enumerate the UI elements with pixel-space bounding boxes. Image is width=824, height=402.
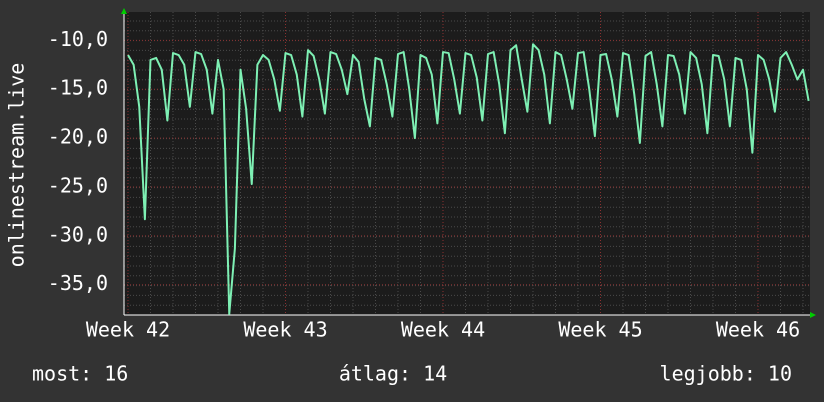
y-axis-label: onlinestream.live <box>5 63 29 268</box>
y-tick-label: -30,0 <box>48 222 108 246</box>
legend-entry: átlag: 14 <box>339 362 447 386</box>
legend-entry: most: 16 <box>32 362 128 386</box>
legend-entry: legjobb: 10 <box>660 362 792 386</box>
y-tick-label: -15,0 <box>48 76 108 100</box>
x-tick-label: Week 44 <box>401 318 485 342</box>
axis-arrow <box>121 8 127 14</box>
y-tick-label: -10,0 <box>48 27 108 51</box>
data-line <box>127 43 810 316</box>
x-tick-label: Week 42 <box>86 318 170 342</box>
y-tick-label: -25,0 <box>48 173 108 197</box>
x-tick-label: Week 43 <box>243 318 327 342</box>
plot-area <box>124 12 810 315</box>
axis-arrow <box>810 312 816 318</box>
y-tick-label: -20,0 <box>48 125 108 149</box>
y-tick-label: -35,0 <box>48 271 108 295</box>
x-tick-label: Week 46 <box>716 318 800 342</box>
x-tick-label: Week 45 <box>558 318 642 342</box>
